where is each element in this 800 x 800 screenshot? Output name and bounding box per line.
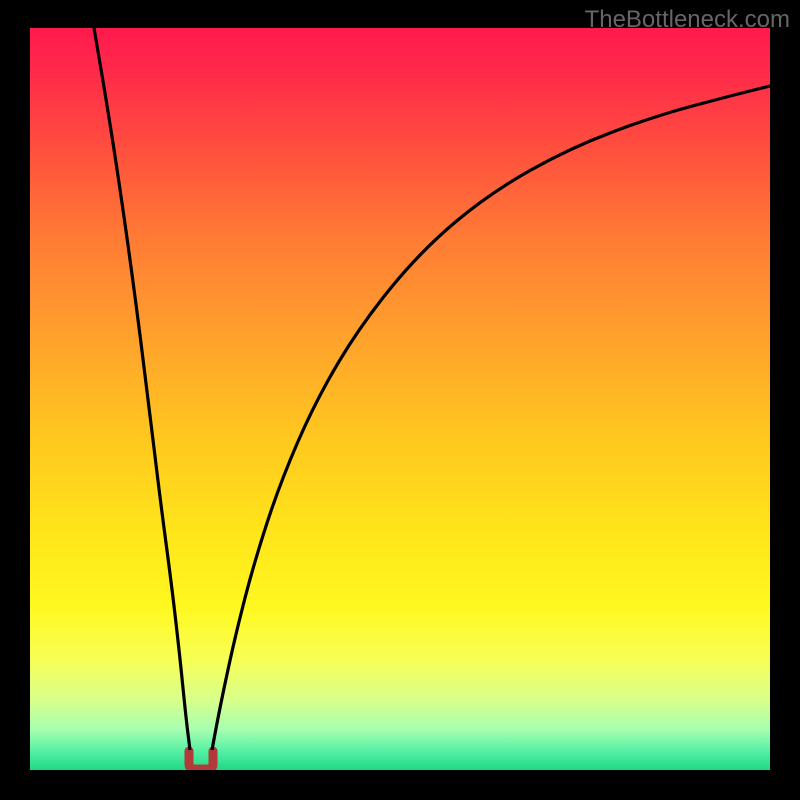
plot-svg [30, 28, 770, 770]
gradient-background [30, 28, 770, 770]
plot-area [30, 28, 770, 770]
watermark-text: TheBottleneck.com [585, 6, 790, 34]
